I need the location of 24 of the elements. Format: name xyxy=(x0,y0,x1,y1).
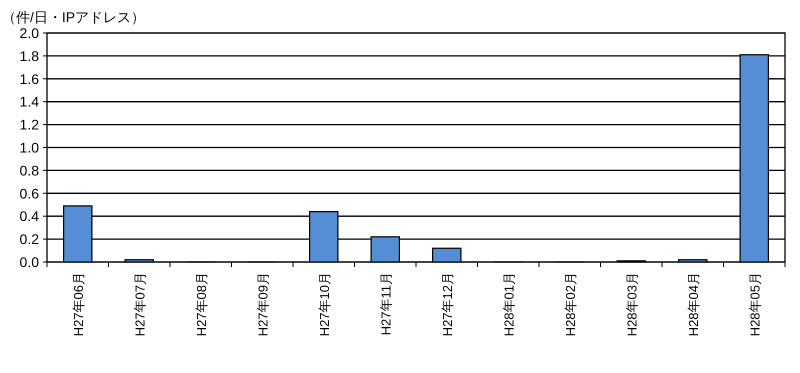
x-tick-label: H28年03月 xyxy=(624,272,640,336)
y-tick-label: 2.0 xyxy=(20,25,40,41)
x-tick-label: H27年10月 xyxy=(316,272,332,336)
x-tick-label: H28年02月 xyxy=(562,272,578,336)
x-tick-label: H27年08月 xyxy=(194,272,209,336)
x-tick-label: H27年09月 xyxy=(255,272,270,336)
y-tick-label: 1.2 xyxy=(20,116,40,133)
y-tick-label: 1.8 xyxy=(20,48,40,64)
x-tick-label: H27年11月 xyxy=(378,272,394,336)
y-tick-label: 0.4 xyxy=(20,208,40,224)
y-tick-label: 0.8 xyxy=(20,162,40,178)
x-tick-label: H28年04月 xyxy=(686,272,701,336)
y-axis-title: （件/日・IPアドレス） xyxy=(2,9,146,25)
x-tick-label: H27年12月 xyxy=(440,272,455,336)
x-tick-label: H28年05月 xyxy=(747,272,762,336)
y-tick-label: 0.6 xyxy=(20,185,40,202)
y-tick-label: 1.6 xyxy=(20,70,40,87)
y-tick-label: 1.0 xyxy=(20,140,40,156)
x-tick-label: H27年07月 xyxy=(132,272,148,336)
y-tick-label: 0.0 xyxy=(20,254,40,270)
x-tick-label: H27年06月 xyxy=(70,272,86,336)
x-tick-label: H28年01月 xyxy=(501,272,516,336)
y-tick-label: 1.4 xyxy=(20,94,40,110)
y-tick-label: 0.2 xyxy=(20,231,40,248)
